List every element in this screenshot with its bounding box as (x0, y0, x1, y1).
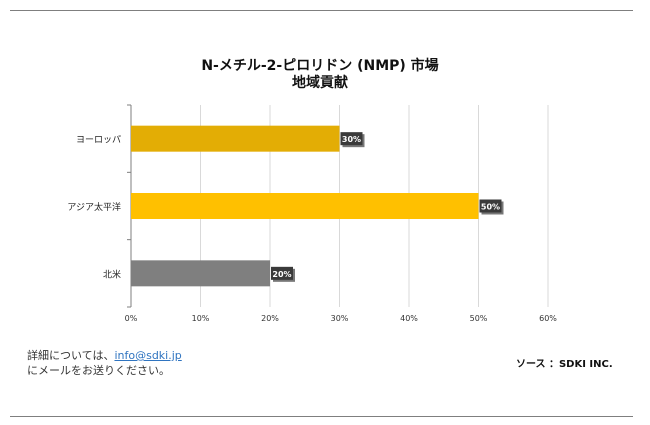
x-tick-label: 50% (470, 314, 488, 323)
data-label: 30% (342, 135, 361, 144)
bottom-rule (10, 416, 633, 417)
data-label-box (479, 199, 502, 213)
bar (131, 260, 270, 287)
x-tick-label: 30% (331, 314, 349, 323)
contact-email-link[interactable]: info@sdki.jp (114, 349, 182, 362)
x-tick-label: 20% (261, 314, 279, 323)
category-label: ヨーロッパ (76, 135, 121, 146)
bar (131, 193, 479, 219)
data-label: 50% (481, 203, 500, 212)
x-tick-label: 40% (400, 314, 418, 323)
category-label: 北米 (103, 268, 121, 280)
x-tick-label: 0% (125, 314, 138, 323)
contact-prefix: 詳細については、 (27, 349, 115, 362)
bar (131, 125, 340, 152)
contact-suffix: にメールをお送りください。 (27, 364, 170, 377)
data-label-box (271, 266, 293, 280)
contact-note: 詳細については、info@sdki.jp にメールをお送りください。 (27, 348, 182, 378)
chart-title-line-1: N-メチル-2-ピロリドン (NMP) 市場 (201, 58, 439, 74)
data-label: 20% (272, 270, 291, 279)
data-label-box (340, 132, 363, 146)
category-label: アジア太平洋 (67, 201, 121, 213)
top-rule (10, 10, 633, 11)
source-label: ソース ：SDKI INC. (516, 359, 613, 370)
x-tick-label: 60% (539, 314, 557, 323)
x-tick-label: 10% (192, 314, 210, 323)
chart-title-line-2: 地域貢献 (292, 75, 348, 91)
